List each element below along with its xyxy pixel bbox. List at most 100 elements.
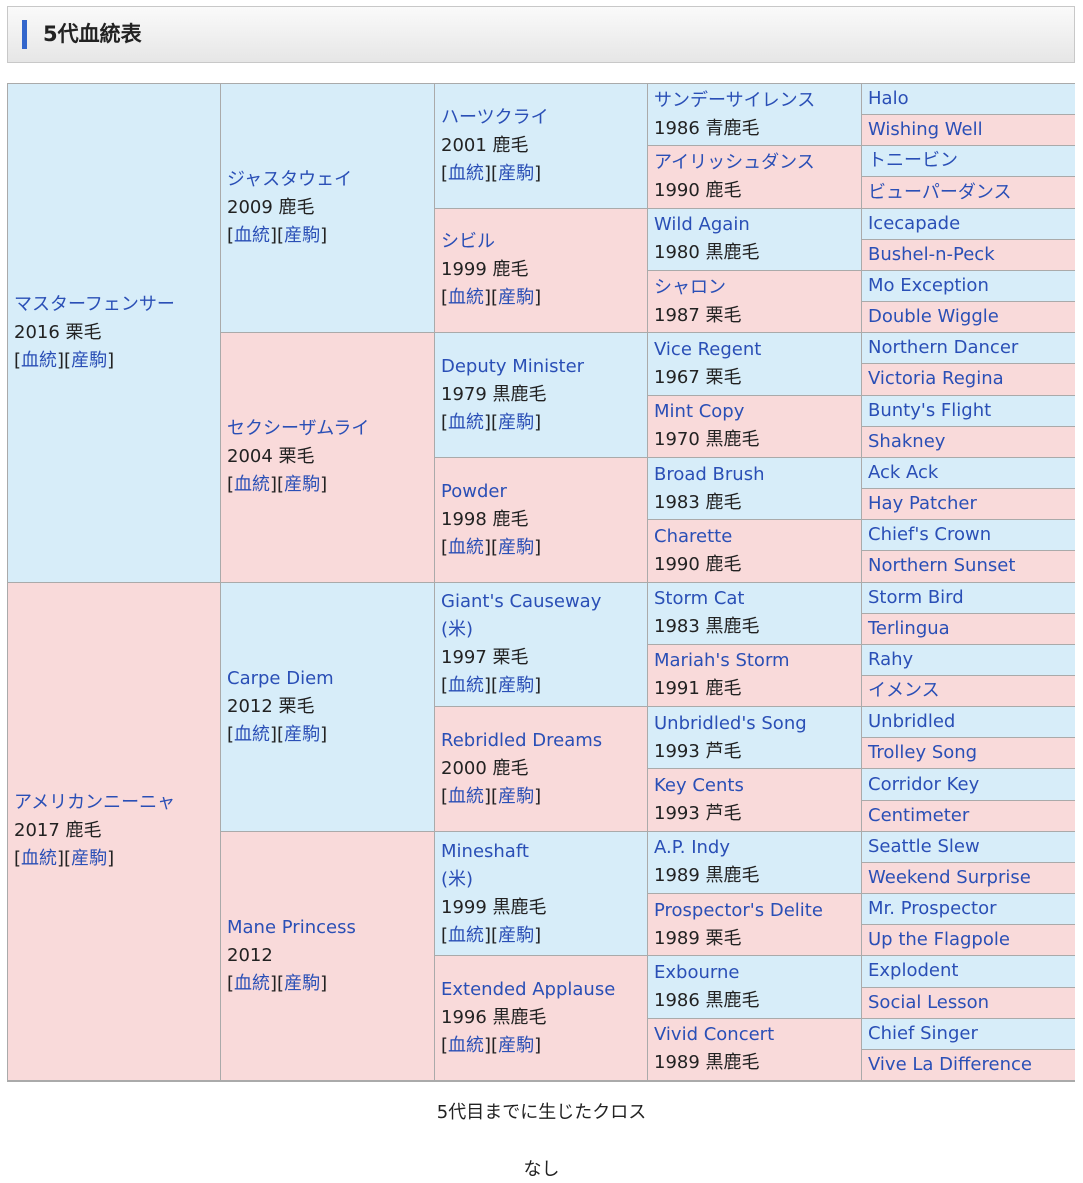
bloodline-link[interactable]: 血統: [448, 287, 485, 309]
horse-name-link[interactable]: Shakney: [868, 430, 946, 452]
offspring-link[interactable]: 産駒: [498, 785, 535, 807]
origin-country-link[interactable]: (米): [441, 868, 474, 890]
horse-name-link[interactable]: Explodent: [868, 960, 959, 982]
origin-country-link[interactable]: (米): [441, 619, 474, 641]
horse-name-link[interactable]: Vivid Concert: [654, 1024, 775, 1046]
horse-name-link[interactable]: マスターフェンサー: [14, 293, 175, 315]
horse-name-link[interactable]: Social Lesson: [868, 991, 990, 1013]
horse-name-link[interactable]: Vive La Difference: [868, 1053, 1032, 1075]
horse-name-link[interactable]: アイリッシュダンス: [654, 151, 815, 173]
offspring-link[interactable]: 産駒: [498, 924, 535, 946]
horse-name-link[interactable]: Wishing Well: [868, 119, 983, 141]
bloodline-link[interactable]: 血統: [448, 785, 485, 807]
horse-name-link[interactable]: Charette: [654, 525, 733, 547]
horse-name-link[interactable]: シビル: [441, 231, 495, 253]
offspring-link[interactable]: 産駒: [498, 412, 535, 434]
horse-name-link[interactable]: Key Cents: [654, 775, 744, 797]
pedigree-cell-gen4: Vice Regent 1967 栗毛: [648, 333, 862, 396]
horse-name-link[interactable]: Mint Copy: [654, 401, 745, 423]
birth-year-coat: 1999 鹿毛: [441, 259, 529, 281]
horse-name-link[interactable]: Mineshaft: [441, 840, 529, 862]
bloodline-link[interactable]: 血統: [234, 723, 271, 745]
bloodline-link[interactable]: 血統: [448, 412, 485, 434]
horse-name-link[interactable]: セクシーザムライ: [227, 418, 370, 440]
bloodline-link[interactable]: 血統: [234, 972, 271, 994]
offspring-link[interactable]: 産駒: [284, 225, 321, 247]
horse-name-link[interactable]: Double Wiggle: [868, 306, 999, 328]
horse-name-link[interactable]: トニービン: [868, 150, 958, 172]
horse-name-link[interactable]: Broad Brush: [654, 463, 765, 485]
horse-name-link[interactable]: Unbridled: [868, 711, 956, 733]
horse-name-link[interactable]: シャロン: [654, 276, 726, 298]
bloodline-link[interactable]: 血統: [21, 848, 58, 870]
horse-name-link[interactable]: Mariah's Storm: [654, 650, 790, 672]
horse-name-link[interactable]: Exbourne: [654, 962, 740, 984]
horse-name-link[interactable]: Ack Ack: [868, 461, 939, 483]
horse-name-link[interactable]: Hay Patcher: [868, 493, 977, 515]
offspring-link[interactable]: 産駒: [498, 536, 535, 558]
horse-name-link[interactable]: Terlingua: [868, 617, 950, 639]
horse-name-link[interactable]: Halo: [868, 88, 909, 110]
offspring-link[interactable]: 産駒: [498, 162, 535, 184]
horse-name-link[interactable]: Rebridled Dreams: [441, 729, 603, 751]
horse-name-link[interactable]: アメリカンニーニャ: [14, 792, 176, 814]
horse-name-link[interactable]: Up the Flagpole: [868, 929, 1010, 951]
horse-name-link[interactable]: Icecapade: [868, 212, 961, 234]
bloodline-link[interactable]: 血統: [448, 924, 485, 946]
offspring-link[interactable]: 産駒: [284, 972, 321, 994]
birth-year-coat: 2009 鹿毛: [227, 197, 315, 219]
bloodline-link[interactable]: 血統: [448, 1035, 485, 1057]
horse-name-link[interactable]: Giant's Causeway: [441, 591, 602, 613]
horse-name-link[interactable]: Centimeter: [868, 804, 970, 826]
horse-name-link[interactable]: イメンス: [868, 680, 940, 702]
horse-name-link[interactable]: Corridor Key: [868, 773, 980, 795]
horse-name-link[interactable]: Vice Regent: [654, 338, 762, 360]
pedigree-links: [血統][産駒]: [441, 675, 542, 697]
horse-name-link[interactable]: サンデーサイレンス: [654, 89, 816, 111]
horse-name-link[interactable]: A.P. Indy: [654, 837, 731, 859]
horse-name-link[interactable]: Victoria Regina: [868, 368, 1004, 390]
horse-name-link[interactable]: Weekend Surprise: [868, 866, 1031, 888]
horse-name-link[interactable]: Prospector's Delite: [654, 899, 823, 921]
horse-name-link[interactable]: ハーツクライ: [441, 106, 549, 128]
horse-name-link[interactable]: Powder: [441, 480, 507, 502]
bloodline-link[interactable]: 血統: [448, 536, 485, 558]
horse-name-link[interactable]: Chief's Crown: [868, 524, 992, 546]
horse-name-link[interactable]: Mo Exception: [868, 275, 989, 297]
horse-name-link[interactable]: Northern Dancer: [868, 337, 1019, 359]
pedigree-cell-gen5: Centimeter: [862, 800, 1075, 832]
offspring-link[interactable]: 産駒: [71, 349, 108, 371]
horse-name-link[interactable]: Storm Cat: [654, 588, 745, 610]
bloodline-link[interactable]: 血統: [234, 225, 271, 247]
horse-name-link[interactable]: Bunty's Flight: [868, 399, 992, 421]
bloodline-link[interactable]: 血統: [234, 474, 271, 496]
pedigree-cell-gen4: サンデーサイレンス 1986 青鹿毛: [648, 84, 862, 147]
birth-year-coat: 1987 栗毛: [654, 304, 742, 326]
offspring-link[interactable]: 産駒: [71, 848, 108, 870]
horse-name-link[interactable]: Unbridled's Song: [654, 712, 807, 734]
horse-name-link[interactable]: Carpe Diem: [227, 667, 334, 689]
horse-name-link[interactable]: Trolley Song: [868, 742, 978, 764]
horse-name-link[interactable]: Storm Bird: [868, 586, 964, 608]
offspring-link[interactable]: 産駒: [284, 723, 321, 745]
horse-name-link[interactable]: Rahy: [868, 648, 914, 670]
horse-name-link[interactable]: Seattle Slew: [868, 835, 980, 857]
offspring-link[interactable]: 産駒: [498, 287, 535, 309]
horse-name-link[interactable]: ビューパーダンス: [868, 181, 1012, 203]
horse-name-link[interactable]: Extended Applause: [441, 979, 616, 1001]
horse-name-link[interactable]: Northern Sunset: [868, 555, 1016, 577]
bloodline-link[interactable]: 血統: [448, 162, 485, 184]
offspring-link[interactable]: 産駒: [498, 675, 535, 697]
horse-name-link[interactable]: Wild Again: [654, 214, 750, 236]
bloodline-link[interactable]: 血統: [448, 675, 485, 697]
bloodline-link[interactable]: 血統: [21, 349, 58, 371]
pedigree-links: [血統][産駒]: [227, 225, 328, 247]
offspring-link[interactable]: 産駒: [498, 1035, 535, 1057]
horse-name-link[interactable]: Deputy Minister: [441, 356, 585, 378]
offspring-link[interactable]: 産駒: [284, 474, 321, 496]
horse-name-link[interactable]: Mane Princess: [227, 916, 356, 938]
horse-name-link[interactable]: Mr. Prospector: [868, 898, 997, 920]
horse-name-link[interactable]: Bushel-n-Peck: [868, 243, 995, 265]
horse-name-link[interactable]: Chief Singer: [868, 1022, 978, 1044]
horse-name-link[interactable]: ジャスタウェイ: [227, 169, 353, 191]
